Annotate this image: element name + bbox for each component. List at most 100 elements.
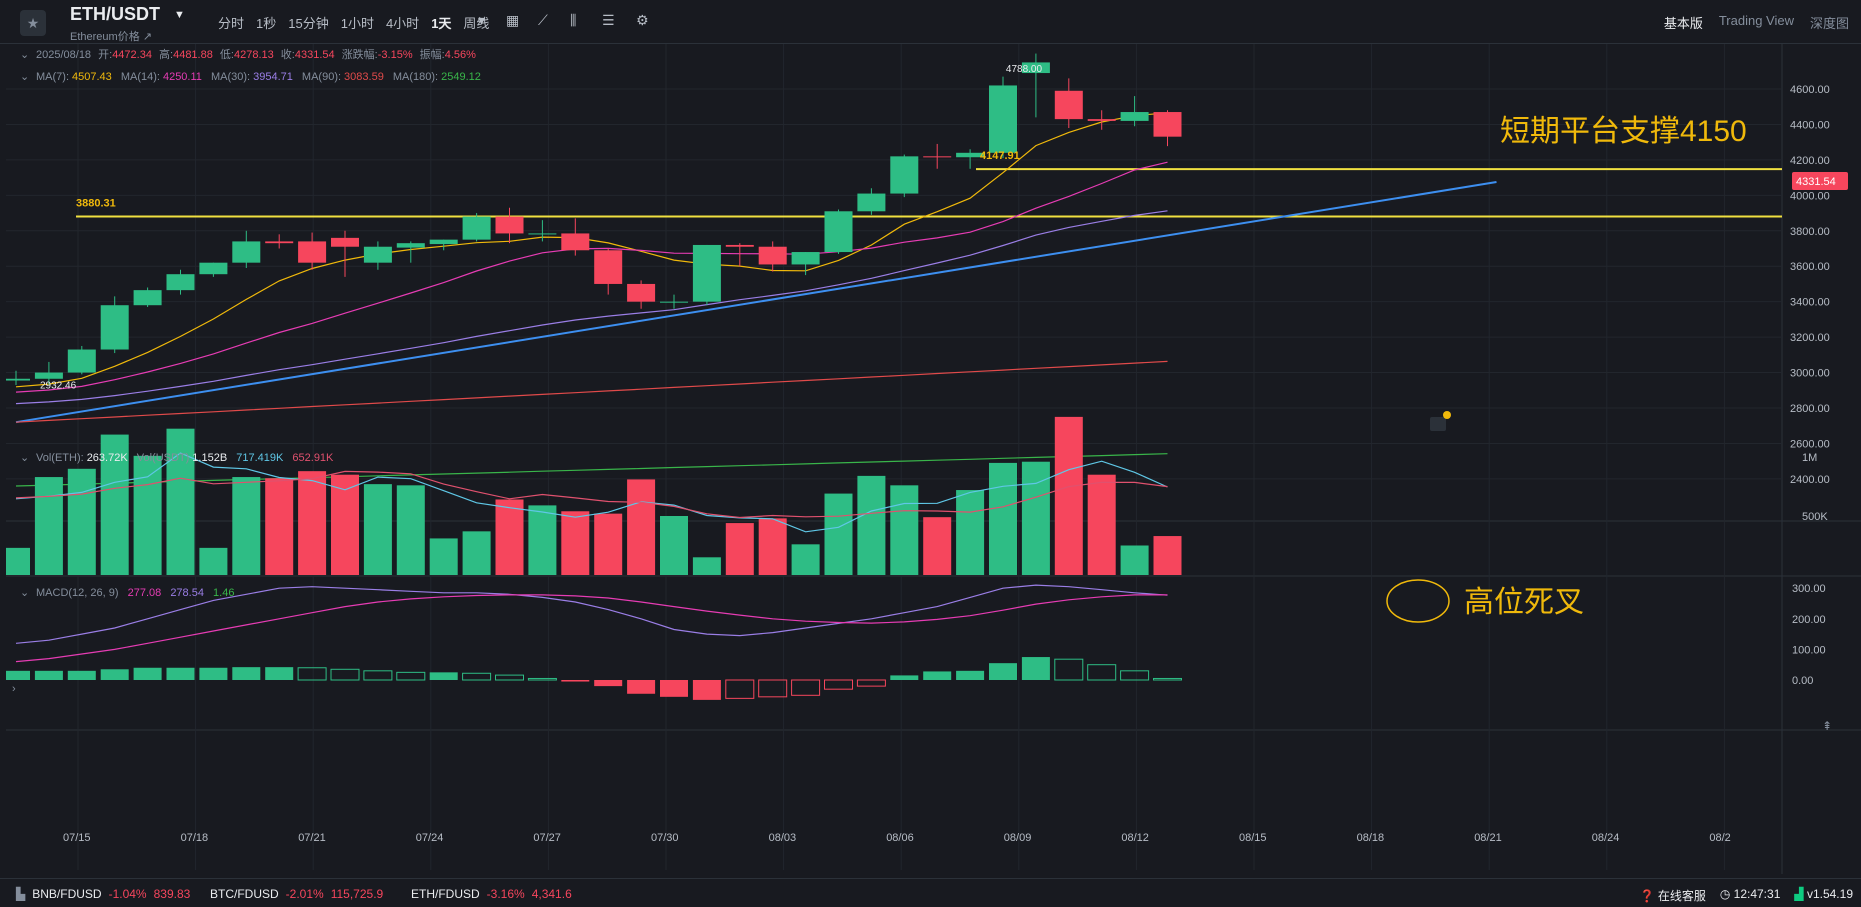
date-axis-label: 07/18 bbox=[181, 832, 209, 844]
candle-body[interactable] bbox=[989, 85, 1017, 153]
interval-timeline[interactable]: 分时 bbox=[218, 16, 245, 31]
current-price-tag bbox=[1792, 172, 1848, 190]
volume-bar bbox=[462, 531, 491, 575]
kline-chart[interactable]: 4600.00 4400.00 4200.00 4000.00 3800.00 3600.… bbox=[2, 44, 1861, 874]
volume-bar bbox=[232, 477, 261, 575]
candle-body[interactable] bbox=[363, 246, 392, 263]
pair-subtitle-link[interactable]: Ethereum价格 ↗ bbox=[70, 31, 152, 43]
candle-body[interactable] bbox=[857, 193, 886, 212]
macd-dif-line bbox=[15, 584, 1168, 644]
macd-histogram-bar bbox=[594, 680, 623, 687]
candle-body[interactable] bbox=[627, 283, 656, 302]
interval-4h[interactable]: 4小时 bbox=[385, 16, 420, 31]
candle-body[interactable] bbox=[561, 233, 590, 251]
ticker-bnb[interactable]: ▙ BNB/FDUSD -1.04% 839.83 bbox=[16, 887, 190, 901]
volume-bar bbox=[199, 547, 228, 575]
candle-body[interactable] bbox=[100, 305, 129, 350]
interval-1d[interactable]: 1天 bbox=[431, 16, 452, 31]
support-link[interactable]: ❓ 在线客服 bbox=[1639, 889, 1706, 903]
macd-histogram-bar bbox=[758, 679, 788, 698]
pair-title[interactable]: ETH/USDT bbox=[70, 4, 160, 24]
candle-body[interactable] bbox=[956, 152, 985, 158]
ohlc-collapse-icon[interactable]: ⌄ bbox=[20, 49, 29, 61]
interval-15m[interactable]: 15分钟 bbox=[288, 16, 329, 31]
price-axis-label: 3600.00 bbox=[1790, 261, 1830, 273]
ma-collapse-icon[interactable]: ⌄ bbox=[20, 71, 29, 83]
candle-body[interactable] bbox=[758, 246, 787, 265]
candle-body[interactable] bbox=[692, 244, 721, 302]
macd-histogram-bar bbox=[330, 668, 360, 681]
candle-body[interactable] bbox=[34, 372, 63, 379]
ticker-eth[interactable]: ETH/FDUSD -3.16% 4,341.6 bbox=[411, 887, 572, 901]
view-basic[interactable]: 基本版 bbox=[1663, 16, 1703, 31]
interval-selector: 分时 1秒 15分钟 1小时 4小时 1天 周线 bbox=[218, 13, 501, 32]
price-axis-label: 2600.00 bbox=[1790, 438, 1830, 450]
ticker-btc[interactable]: BTC/FDUSD -2.01% 115,725.9 bbox=[210, 887, 383, 901]
bottom-ticker-bar: ▙ BNB/FDUSD -1.04% 839.83 BTC/FDUSD -2.0… bbox=[0, 878, 1861, 907]
expand-panel-icon[interactable]: › bbox=[12, 683, 16, 695]
candle-body[interactable] bbox=[396, 243, 425, 248]
interval-1h[interactable]: 1小时 bbox=[340, 16, 374, 31]
candle-body[interactable] bbox=[166, 274, 195, 291]
favorite-star-icon[interactable]: ★ bbox=[20, 10, 46, 36]
axis-fit-icon[interactable]: ⇞ bbox=[1822, 719, 1832, 733]
candle-body[interactable] bbox=[2, 378, 30, 381]
macd-histogram-bar bbox=[791, 679, 821, 696]
candle-body[interactable] bbox=[1054, 90, 1083, 120]
candle-body[interactable] bbox=[67, 349, 96, 373]
candle-body[interactable] bbox=[298, 241, 327, 263]
macd-histogram-bar bbox=[67, 670, 96, 680]
candle-body[interactable] bbox=[791, 252, 820, 265]
interval-1w[interactable]: 周线 bbox=[463, 16, 490, 31]
candle-body[interactable] bbox=[1120, 112, 1149, 121]
calendar-icon[interactable]: ▦ bbox=[506, 12, 520, 28]
macd-histogram-bar bbox=[232, 667, 261, 680]
settings-gear-icon[interactable]: ⚙ bbox=[636, 12, 649, 28]
candle-body[interactable] bbox=[594, 250, 623, 284]
indicator-icon[interactable]: ⟋ bbox=[538, 12, 548, 28]
layout-icon[interactable]: ☰ bbox=[602, 12, 615, 28]
ticker-btc-symbol: BTC/FDUSD bbox=[210, 887, 279, 901]
chart-area[interactable]: 4600.00 4400.00 4200.00 4000.00 3800.00 3600.… bbox=[2, 44, 1861, 874]
candle-body[interactable] bbox=[890, 156, 919, 194]
candle-body[interactable] bbox=[660, 301, 688, 303]
candle-body[interactable] bbox=[199, 262, 228, 275]
macd-histogram-bar bbox=[1087, 664, 1117, 681]
view-depth[interactable]: 深度图 bbox=[1809, 16, 1849, 31]
candle-body[interactable] bbox=[923, 156, 952, 158]
network-signal-icon: ▟ bbox=[1794, 887, 1804, 901]
ma14-line bbox=[15, 161, 1168, 393]
view-switcher: 基本版 Trading View 深度图 bbox=[1648, 13, 1849, 32]
volume-bar bbox=[495, 499, 524, 575]
macd-collapse-icon[interactable]: ⌄ bbox=[20, 587, 29, 599]
macd-histogram-bar bbox=[462, 672, 492, 681]
macd-row: MACD(12, 26, 9) 277.08 278.54 1.46 bbox=[36, 587, 234, 599]
ticker-eth-change: -3.16% bbox=[486, 887, 525, 901]
macd-histogram-bar bbox=[495, 674, 524, 681]
pair-dropdown-icon[interactable]: ▼ bbox=[174, 9, 185, 21]
candle-body[interactable] bbox=[1021, 62, 1050, 74]
candle-body[interactable] bbox=[462, 216, 491, 240]
macd-histogram-bar bbox=[2, 670, 30, 680]
candle-body[interactable] bbox=[331, 237, 359, 247]
macd-histogram-bar bbox=[1021, 657, 1050, 680]
interval-1s[interactable]: 1秒 bbox=[256, 16, 277, 31]
order-marker-icon[interactable] bbox=[1430, 417, 1446, 431]
candle-type-icon[interactable]: ⫼ bbox=[570, 12, 577, 28]
more-intervals-chevron-icon[interactable]: ▾ bbox=[478, 12, 486, 28]
candle-body[interactable] bbox=[495, 216, 524, 234]
candle-body[interactable] bbox=[528, 233, 557, 235]
volume-bar bbox=[67, 468, 96, 575]
candle-body[interactable] bbox=[133, 290, 162, 306]
candle-body[interactable] bbox=[824, 211, 853, 253]
date-axis-label: 08/09 bbox=[1004, 832, 1032, 844]
vol-collapse-icon[interactable]: ⌄ bbox=[20, 452, 29, 464]
candle-body[interactable] bbox=[725, 244, 754, 247]
candle-body[interactable] bbox=[429, 239, 458, 245]
candle-body[interactable] bbox=[1087, 119, 1116, 121]
candle-body[interactable] bbox=[1153, 112, 1182, 137]
view-tradingview[interactable]: Trading View bbox=[1718, 13, 1794, 28]
macd-histogram-bar bbox=[133, 667, 162, 680]
candle-body[interactable] bbox=[232, 241, 261, 263]
candle-body[interactable] bbox=[265, 241, 294, 244]
